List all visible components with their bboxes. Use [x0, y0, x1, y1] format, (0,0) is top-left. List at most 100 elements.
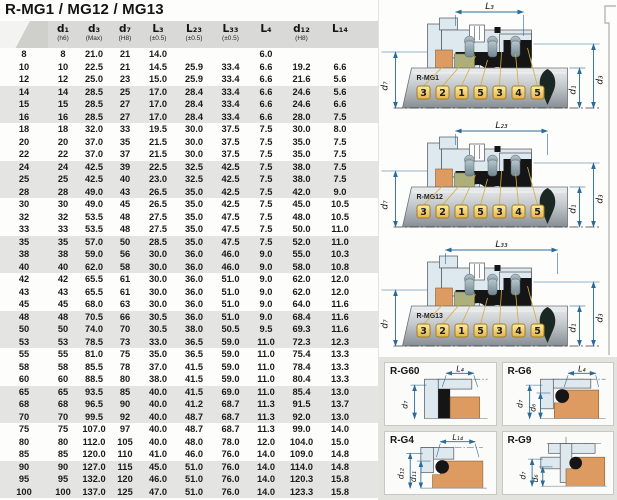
dimension-value: 88.5 — [84, 374, 104, 384]
seal-diagram-mg13: R-MG13 3 2 1 5 3 4 5 L₃₃ d₇ d₁ d₃ — [379, 238, 617, 357]
dimension-value: 15.0 — [330, 436, 350, 447]
seal-cross-section: R-MG13 3 2 1 5 3 4 5 L₃₃ d₇ d₁ d₃ — [381, 240, 606, 347]
dimension-value: 7.5 — [333, 136, 347, 147]
dimension-value: 19.2 — [292, 61, 311, 72]
dimension-value: 76.0 — [221, 474, 240, 484]
dimension-value: 7.5 — [259, 224, 273, 234]
table-row: 12 12 25.0 23 15.0 25.9 33.4 6.6 21.6 5.6 — [0, 73, 378, 86]
dimension-value: 60 — [57, 374, 69, 384]
dimension-value: 33.4 — [221, 99, 240, 109]
dimension-value: 30.0 — [184, 124, 204, 134]
variant-name: R-G60 — [390, 366, 420, 377]
dimension-value: 51.0 — [221, 286, 240, 297]
dimension-value: 6.6 — [333, 61, 347, 72]
dimension-value: 18 — [57, 124, 69, 134]
row-size-label: 68 — [18, 399, 30, 409]
dimension-value: 6.0 — [259, 49, 273, 59]
dimension-value: 110 — [117, 449, 133, 459]
dimension-value: 32.5 — [184, 161, 204, 172]
dimension-value: 27.5 — [148, 211, 168, 222]
dimension-value: 85 — [119, 386, 131, 397]
page-title: R-MG1 / MG12 / MG13 — [5, 1, 164, 18]
table-row: 28 28 49.0 43 26.5 35.0 42.5 7.5 42.0 9.0 — [0, 185, 378, 198]
dimension-value: 40.0 — [148, 436, 168, 447]
svg-text:4: 4 — [515, 88, 522, 99]
dimension-value: 48 — [57, 311, 69, 322]
dimension-value: 30.0 — [184, 149, 204, 159]
dimension-value: 37 — [119, 149, 131, 159]
dimension-value: 33.4 — [221, 111, 240, 122]
dimension-value: 58 — [119, 261, 131, 272]
row-size-label: 100 — [16, 486, 32, 497]
svg-text:3: 3 — [420, 207, 427, 218]
dimension-value: 24.6 — [292, 86, 311, 97]
dimension-value: 25 — [119, 86, 131, 97]
dimension-value: 6.6 — [259, 99, 273, 109]
dimension-value: 38 — [57, 249, 69, 259]
dimension-value: 91.5 — [292, 399, 311, 409]
dimension-value: 42.5 — [221, 199, 240, 209]
dimension-value: 49.0 — [84, 186, 104, 197]
dimension-value: 12.0 — [330, 286, 350, 297]
dimension-value: 45.0 — [148, 461, 168, 472]
dimension-value: 10.3 — [330, 249, 350, 259]
dimension-value: 70 — [119, 324, 131, 334]
dimension-value: 14.8 — [330, 461, 350, 472]
svg-text:2: 2 — [439, 326, 446, 337]
d3-dim-label: d₃ — [596, 194, 606, 204]
column-header: d₃ (Max) — [85, 23, 103, 42]
seal-diagram-mg1: R-MG1 3 2 1 5 3 4 5 L₃ d₇ d₁ d₃ — [379, 0, 617, 119]
dimension-value: 42.5 — [221, 174, 240, 184]
dimension-value: 97 — [119, 424, 131, 434]
row-size-label: 90 — [18, 461, 30, 472]
dimension-value: 85.4 — [292, 386, 311, 397]
dimension-value: 17.0 — [148, 86, 168, 97]
row-size-label: 60 — [18, 374, 30, 384]
dimension-value: 33.4 — [221, 86, 240, 97]
dim-label-left2: d₆ — [528, 404, 537, 412]
dimension-value: 14.0 — [148, 49, 168, 59]
dimension-value: 112.0 — [82, 436, 106, 447]
dimension-value: 36.0 — [184, 311, 204, 322]
dimension-value: 75.4 — [292, 349, 311, 359]
dimension-value: 33 — [119, 124, 131, 134]
table-row: 38 38 59.0 56 30.0 36.0 46.0 9.0 55.0 10.3 — [0, 248, 378, 261]
row-size-label: 80 — [18, 436, 30, 447]
dimension-value: 36.5 — [184, 336, 204, 347]
d1-dim-label: d₁ — [569, 204, 579, 214]
dimension-value: 20 — [57, 136, 69, 147]
row-size-label: 28 — [18, 186, 30, 197]
dimension-value: 40 — [57, 261, 69, 272]
variant-drawing: d₇ d₆ — [518, 436, 607, 487]
dimension-value: 35.0 — [184, 186, 204, 197]
dimension-value: 78.4 — [292, 361, 311, 372]
dimension-value: 51.0 — [221, 299, 240, 309]
table-row: 42 42 65.5 61 30.0 36.0 51.0 9.0 62.0 12.0 — [0, 273, 378, 286]
dimension-value: 96.5 — [84, 399, 104, 409]
table-row: 45 45 68.0 63 30.0 36.0 51.0 9.0 64.0 11.6 — [0, 298, 378, 311]
dimension-value: 28.5 — [84, 86, 104, 97]
dimension-value: 78 — [119, 361, 131, 372]
dimension-value: 36.0 — [184, 274, 204, 284]
row-size-label: 38 — [18, 249, 30, 259]
dimension-value: 9.0 — [259, 299, 273, 309]
table-row: 48 48 70.5 66 30.5 36.0 51.0 9.0 68.4 11.6 — [0, 310, 378, 323]
dimension-value: 9.5 — [259, 324, 273, 334]
dimension-value: 62.0 — [84, 261, 104, 272]
dimension-value: 11.0 — [257, 349, 275, 359]
row-size-label: 16 — [18, 111, 30, 122]
dimension-value: 51.0 — [184, 474, 204, 484]
dimension-value: 30.5 — [148, 324, 168, 334]
dimension-value: 12.3 — [330, 336, 350, 347]
dimension-value: 120.0 — [82, 449, 106, 459]
dimension-value: 35.0 — [184, 224, 204, 234]
column-header: d₁₂ (H8) — [293, 23, 310, 42]
dimension-value: 6.6 — [333, 99, 347, 109]
dimension-value: 15 — [57, 99, 69, 109]
dimension-value: 42.5 — [221, 186, 240, 197]
dimension-value: 11.0 — [257, 361, 275, 372]
row-size-label: 22 — [18, 149, 30, 159]
dimension-value: 21.5 — [148, 136, 168, 147]
seal-model-label: R-MG13 — [417, 313, 444, 320]
seal-model-label: R-MG12 — [417, 194, 444, 201]
